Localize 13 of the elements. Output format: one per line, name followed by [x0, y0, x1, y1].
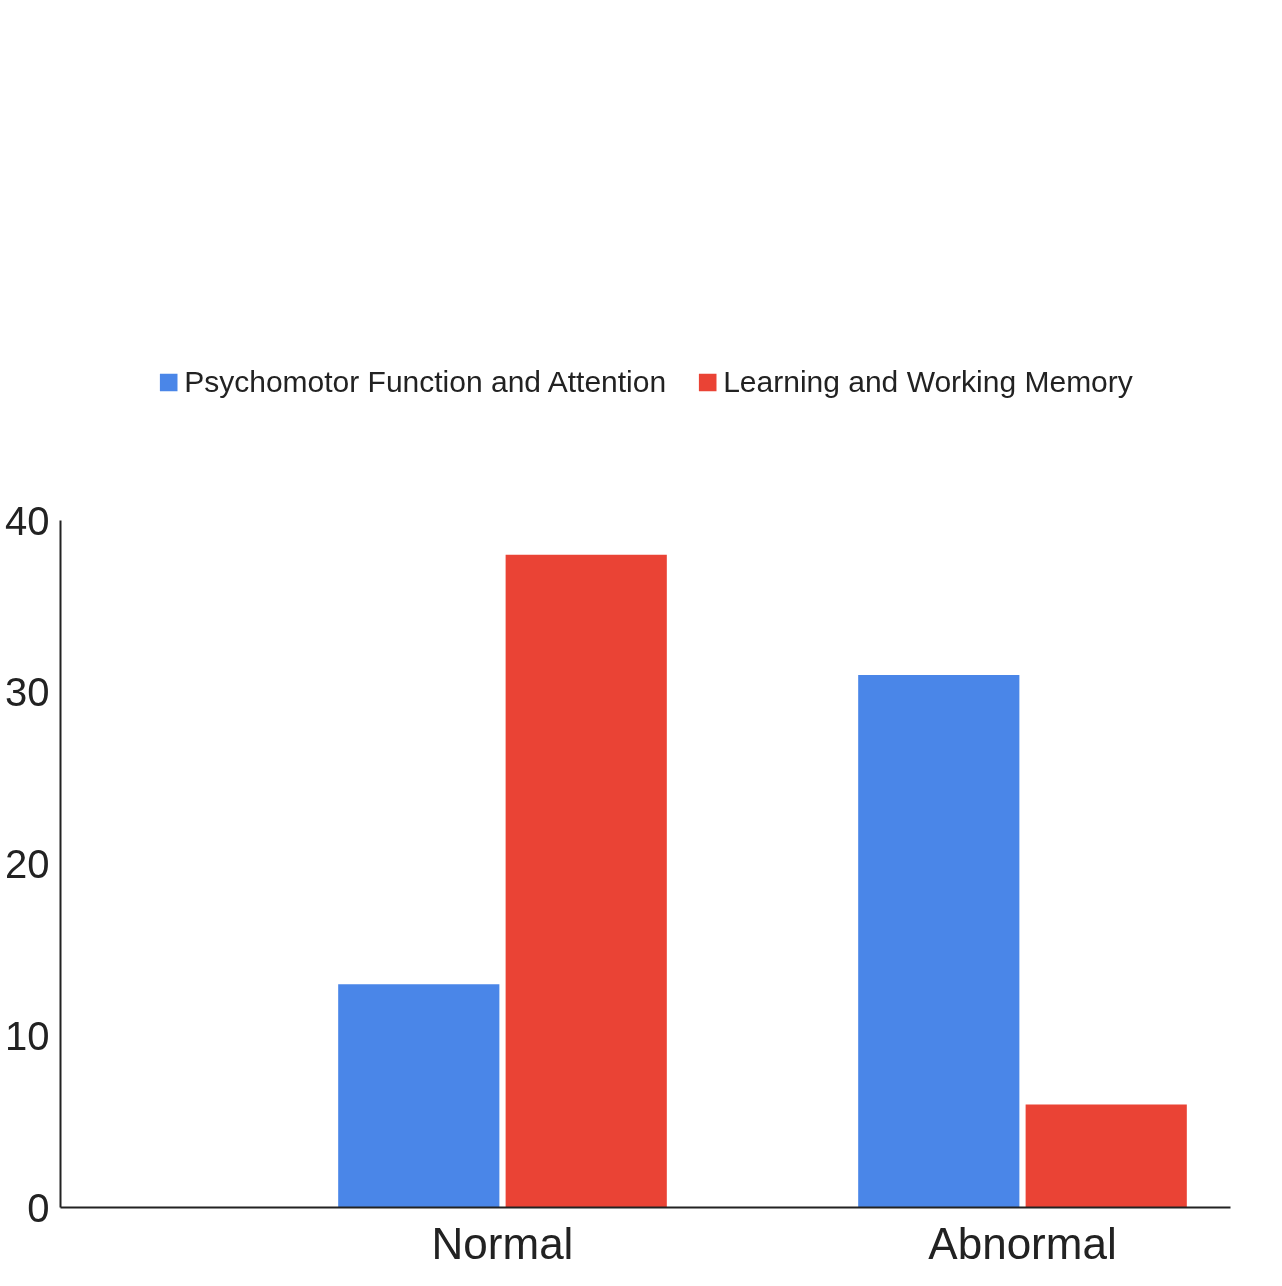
bar: [858, 675, 1020, 1208]
y-tick-label: 0: [27, 1185, 50, 1230]
legend-label: Psychomotor Function and Attention: [184, 364, 667, 399]
legend-label: Learning and Working Memory: [723, 364, 1133, 399]
bar: [338, 984, 500, 1208]
x-tick-label: Abnormal: [928, 1218, 1117, 1268]
y-tick-label: 30: [5, 670, 50, 715]
x-tick-label: Normal: [431, 1218, 574, 1268]
y-tick-label: 20: [5, 842, 50, 886]
bar: [505, 554, 667, 1208]
y-tick-label: 40: [5, 498, 50, 543]
y-tick-label: 10: [5, 1013, 50, 1058]
bar: [1025, 1104, 1187, 1208]
